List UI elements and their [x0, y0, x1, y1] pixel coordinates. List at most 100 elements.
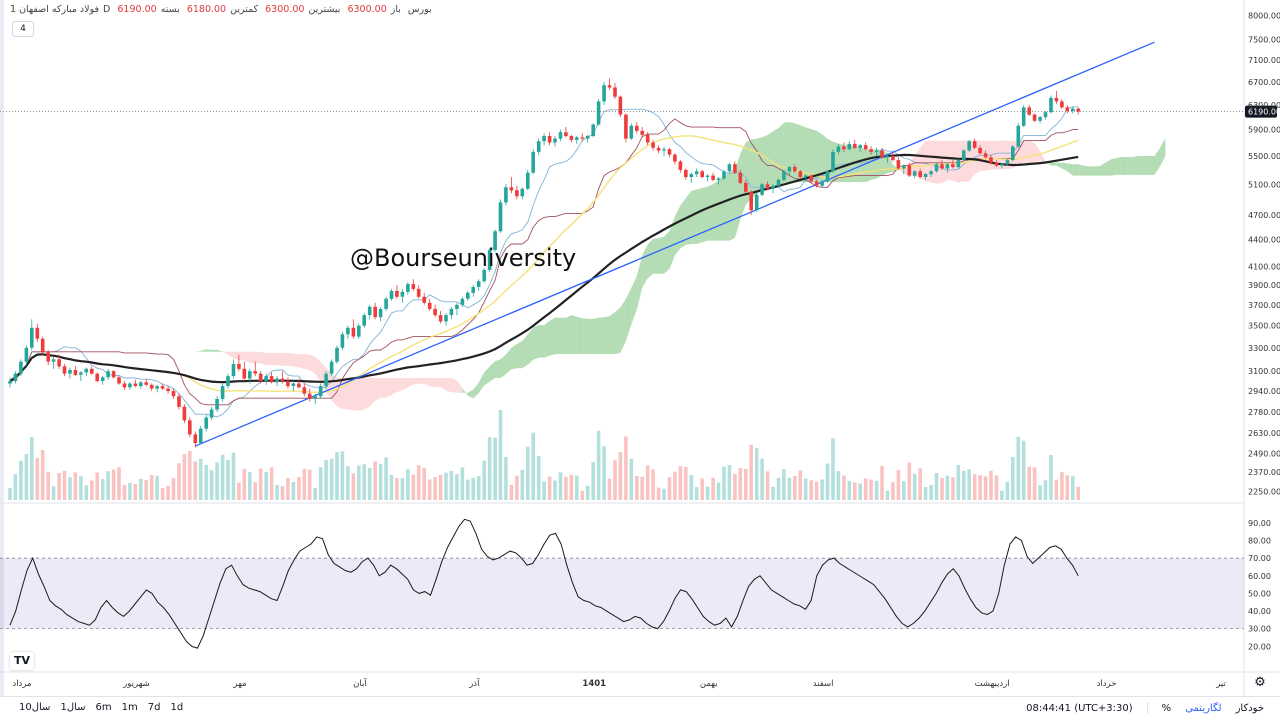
legend-symbol[interactable]: فولاد مبارکه اصفهان [19, 4, 100, 15]
auto-scale-toggle[interactable]: خودکار [1235, 702, 1264, 714]
volume-bar [656, 487, 661, 500]
volume-bar [286, 478, 290, 500]
ichimoku-cloud-segment [724, 172, 730, 241]
candle-body [885, 156, 890, 158]
candle-body [188, 420, 192, 435]
log-scale-toggle[interactable]: لگاریتمی [1185, 702, 1222, 714]
range-10y-button[interactable]: 10سال [19, 702, 51, 713]
candle-body [962, 150, 966, 160]
volume-bar [885, 490, 890, 500]
volume-bar [1005, 482, 1010, 500]
candle-body [934, 164, 939, 172]
range-6m-button[interactable]: 6m [95, 702, 112, 713]
candle-body [144, 382, 148, 385]
candle-body [711, 175, 715, 180]
volume-bar [389, 474, 394, 500]
volume-bar [765, 471, 770, 500]
volume-bar [940, 478, 944, 500]
candle-body [373, 306, 377, 318]
volume-bar [19, 460, 23, 500]
candle-body [667, 149, 672, 155]
candle-body [803, 175, 808, 177]
ichimoku-cloud-segment [555, 317, 561, 355]
volume-bar [602, 446, 606, 500]
range-7d-button[interactable]: 7d [147, 702, 161, 713]
ichimoku-cloud-segment [854, 145, 861, 183]
percent-scale-toggle[interactable]: % [1161, 702, 1172, 714]
volume-bar [842, 475, 846, 500]
candle-body [128, 383, 132, 388]
candle-body [700, 171, 704, 177]
ichimoku-cloud-segment [249, 351, 256, 364]
volume-bar [291, 482, 296, 500]
volume-bar [378, 463, 383, 500]
rsi-tick-label: 90.00 [1248, 519, 1271, 528]
gear-icon[interactable]: ⚙ [1254, 675, 1266, 690]
legend-interval[interactable]: 1D [10, 4, 111, 15]
candle-body [536, 141, 541, 152]
candle-body [880, 150, 884, 158]
candle-body [482, 269, 486, 282]
candle-body [302, 387, 307, 394]
volume-bar [1032, 467, 1037, 500]
candle-body [1071, 108, 1075, 111]
clock-time[interactable]: 08:44:41 (UTC+3:30) [1026, 702, 1133, 714]
volume-bar [869, 479, 873, 500]
candle-body [329, 361, 334, 374]
volume-bar [618, 452, 623, 500]
ichimoku-cloud-segment [680, 198, 686, 249]
candle-body [531, 151, 535, 173]
price-tick-label: 4100.00 [1248, 262, 1280, 271]
ichimoku-cloud-segment [386, 378, 392, 398]
volume-bar [8, 488, 12, 500]
ichimoku-cloud-segment [282, 352, 288, 366]
candle-body [575, 137, 579, 140]
candle-body [264, 376, 268, 381]
candle-body [929, 171, 933, 175]
ichimoku-cloud-segment [1083, 165, 1090, 176]
symbol-legend: فولاد مبارکه اصفهان 1D بورس باز6300.00 ب… [10, 4, 436, 18]
price-tick-label: 2940.00 [1248, 387, 1280, 396]
volume-bar [111, 469, 116, 500]
price-tick-label: 3300.00 [1248, 344, 1280, 353]
ichimoku-cloud-segment [1023, 140, 1030, 164]
time-axis-label: آبان [353, 677, 367, 689]
volume-bar [24, 454, 29, 500]
range-1d-button[interactable]: 1d [170, 702, 184, 713]
volume-bar [994, 475, 999, 500]
range-1y-button[interactable]: 1سال [60, 702, 86, 713]
candle-body [166, 388, 170, 392]
ichimoku-cloud-segment [800, 125, 806, 183]
ichimoku-cloud-segment [1029, 140, 1035, 164]
price-tick-label: 2780.00 [1248, 408, 1280, 417]
volume-bar [847, 481, 852, 500]
ichimoku-cloud-segment [495, 359, 501, 378]
ichimoku-cloud-segment [238, 351, 245, 361]
ichimoku-cloud-segment [615, 307, 621, 355]
candle-body [912, 171, 917, 176]
volume-bar [607, 478, 612, 500]
ichimoku-cloud-segment [511, 343, 517, 370]
range-1m-button[interactable]: 1m [121, 702, 138, 713]
ichimoku-cloud-segment [702, 186, 708, 243]
candle-body [673, 154, 677, 162]
volume-bar [482, 460, 486, 500]
ichimoku-cloud-segment [407, 378, 414, 388]
candle-body [476, 281, 481, 287]
price-tick-label: 7500.00 [1248, 36, 1280, 45]
volume-bar [395, 477, 399, 500]
ichimoku-cloud-segment [380, 378, 387, 399]
volume-bar [1011, 456, 1015, 500]
volume-bar [182, 454, 187, 500]
ichimoku-cloud-segment [582, 318, 588, 355]
indicator-count-badge[interactable]: 4 [12, 21, 34, 37]
volume-bar [1038, 485, 1042, 500]
volume-bar [476, 476, 481, 500]
candle-body [994, 162, 999, 166]
ichimoku-cloud-segment [473, 382, 479, 399]
ichimoku-cloud-segment [1116, 157, 1122, 175]
ichimoku-cloud-segment [1132, 156, 1139, 175]
volume-bar [313, 487, 317, 501]
volume-bar [651, 469, 655, 500]
